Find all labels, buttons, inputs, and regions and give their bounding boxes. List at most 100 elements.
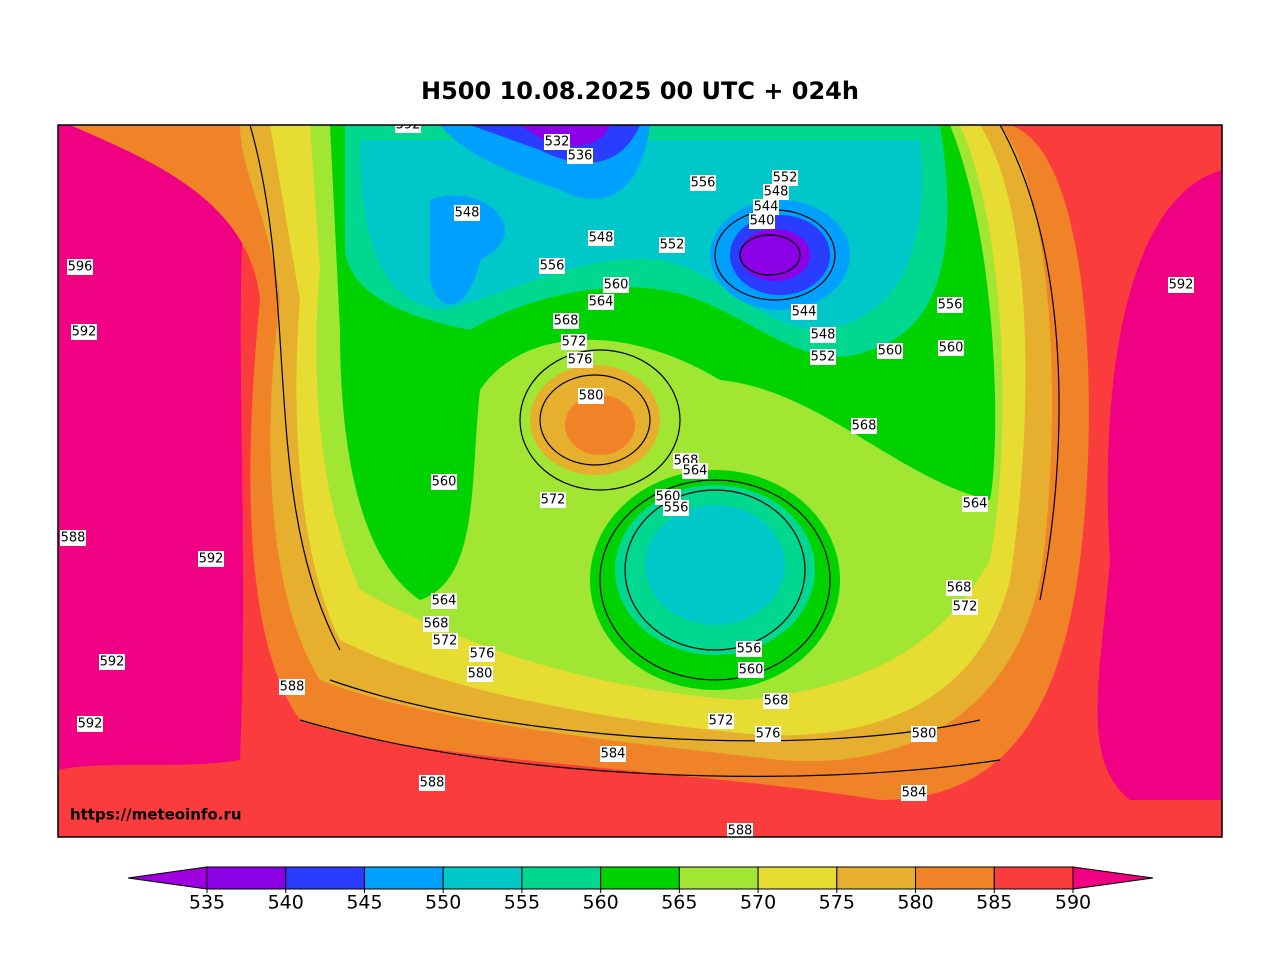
label-box [791,304,817,320]
contour-label: 592 [72,325,97,340]
label-box [690,175,716,191]
contour-label: 576 [470,647,495,662]
label-box [946,580,972,596]
colorbar-segment [993,866,1074,890]
label-box [736,641,762,657]
label-box [279,679,305,695]
contour-label: 580 [468,667,493,682]
contour-label: 576 [756,727,781,742]
label-box [539,258,565,274]
colorbar-tick-label: 570 [740,892,776,914]
contour-label: 548 [455,206,480,221]
contour-label: 588 [280,680,305,695]
label-box [77,716,103,732]
title: H500 10.08.2025 00 UTC + 024h [421,77,859,105]
contour-label: 592 [1169,278,1194,293]
contour-label: 596 [68,260,93,275]
label-box [810,327,836,343]
contour-label: 588 [728,824,753,839]
label-box [600,746,626,762]
label-box [467,666,493,682]
contour-label: 568 [554,314,579,329]
contour-label: 572 [562,335,587,350]
contour-label: 592 [100,655,125,670]
label-box [553,313,579,329]
contour-label: 544 [754,200,779,215]
contour-label: 568 [764,694,789,709]
colorbar-segment [915,866,995,890]
contour-label: 556 [938,298,963,313]
label-box [469,646,495,662]
contour-label: 548 [764,185,789,200]
contour-label: 568 [852,419,877,434]
label-box [952,599,978,615]
label-box [67,259,93,275]
contours [249,125,1060,777]
label-box [567,148,593,164]
label-box [937,297,963,313]
label-box [419,775,445,791]
colorbar-tick-label: 590 [1055,892,1091,914]
label-box [749,213,775,229]
colorbar-tick-label: 540 [268,892,304,914]
watermark: https://meteoinfo.ru [70,806,242,824]
label-box [578,388,604,404]
colorbar-tick-label: 545 [346,892,382,914]
contour-label: 568 [947,581,972,596]
label-box [540,492,566,508]
colorbar-segment [285,866,365,890]
label-box [544,134,570,150]
contour-label: 556 [664,501,689,516]
label-box [659,237,685,253]
colorbar-segment [757,866,838,890]
label-box [727,823,753,837]
fill-545-west [430,195,506,305]
colorbar-segment [836,866,917,890]
contour-label: 556 [691,176,716,191]
contour-label: 592 [396,118,421,133]
colorbar-extend-low [127,866,208,890]
contour-label: 592 [78,717,103,732]
label-box [708,713,734,729]
contour-label: 572 [541,493,566,508]
label-box [567,352,593,368]
contour-label: 552 [773,171,798,186]
label-box [772,170,798,186]
contour-label: 580 [912,727,937,742]
colorbar-tick-label: 585 [976,892,1012,914]
label-box [423,616,449,632]
contour-label: 536 [568,149,593,164]
label-box [810,349,836,365]
label-box [431,593,457,609]
contour-label: 560 [604,278,629,293]
contour-label: 564 [683,464,708,479]
label-box [1168,277,1194,293]
colorbar-tick-label: 560 [583,892,619,914]
label-box [938,340,964,356]
contour-label: 584 [601,747,626,762]
contour-label: 544 [792,305,817,320]
colorbar-tick-label: 575 [819,892,855,914]
contour-label: 568 [424,617,449,632]
contour-label: 556 [540,259,565,274]
fill-590-east [1097,170,1222,800]
fill-590-west [58,125,250,770]
contour-label: 560 [432,475,457,490]
colorbar-extend-high [1072,866,1154,890]
contour-label: 572 [953,600,978,615]
colorbar-tick-label: 565 [661,892,697,914]
label-box [877,343,903,359]
label-box [763,693,789,709]
contour-label: 548 [811,328,836,343]
label-box [561,334,587,350]
label-box [588,230,614,246]
label-box [431,474,457,490]
contour-label: 552 [811,350,836,365]
label-box [755,726,781,742]
label-box [962,496,988,512]
colorbar-tick-label: 550 [425,892,461,914]
